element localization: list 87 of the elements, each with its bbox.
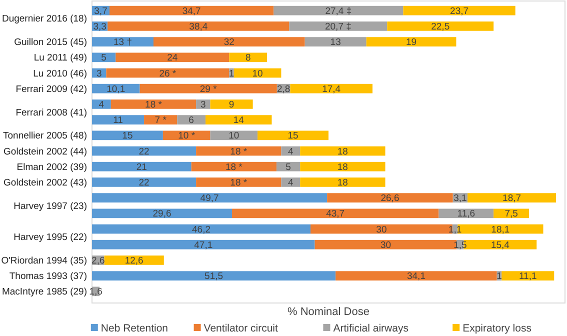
data-label: 5: [101, 52, 106, 64]
data-label: 15: [288, 130, 298, 142]
data-label: 18 *: [225, 162, 243, 173]
data-label: 3: [200, 100, 206, 111]
data-label: 5: [286, 162, 291, 173]
data-label: 47,1: [194, 240, 213, 251]
x-axis-title: % Nominal Dose: [288, 306, 370, 318]
data-label: 2,6: [92, 256, 105, 267]
y-tick-label: Goldstein 2002 (43): [4, 178, 87, 189]
data-label: 3,1: [454, 193, 467, 204]
data-label: 4: [288, 146, 294, 158]
y-tick-label: Dugernier 2016 (18): [2, 14, 87, 25]
data-label: 18: [337, 162, 348, 173]
data-label: 26,6: [380, 193, 400, 204]
data-label: 3: [96, 68, 102, 80]
data-label: 15,4: [490, 240, 510, 251]
data-label: 26 *: [159, 68, 176, 80]
data-label: 6: [188, 115, 194, 126]
y-tick-label: Harvey 1997 (23): [14, 200, 87, 212]
data-label: 21: [136, 162, 147, 173]
y-tick-label: Harvey 1995 (22): [14, 232, 87, 244]
data-label: 18,1: [491, 224, 510, 236]
data-label: 51,5: [204, 271, 224, 282]
data-label: 27,4 ‡: [325, 6, 352, 17]
data-label: 7 *: [154, 115, 167, 126]
y-tick-label: O'Riordan 1994 (35): [1, 256, 87, 267]
data-label: 3,3: [93, 22, 106, 33]
data-label: 38,4: [189, 22, 208, 33]
data-label: 13: [330, 37, 341, 48]
data-label: 18: [337, 146, 348, 158]
legend-label: Ventilator circuit: [204, 322, 278, 335]
data-label: 20,7 ‡: [324, 22, 352, 33]
data-label: 18,7: [502, 193, 522, 204]
data-label: 18 *: [145, 100, 162, 111]
data-label: 4: [288, 178, 294, 189]
y-tick-label: Tonnellier 2005 (48): [3, 130, 87, 142]
data-label: 32: [224, 37, 234, 48]
data-label: 34,1: [406, 271, 426, 282]
data-label: 2,8: [276, 84, 290, 95]
y-tick-label: Lu 2011 (49): [34, 52, 87, 64]
data-label: 49,7: [200, 193, 219, 204]
data-label: 13 †: [113, 37, 132, 48]
data-label: 14: [233, 115, 244, 126]
data-label: 7,5: [504, 208, 518, 220]
data-label: 9: [228, 100, 234, 111]
data-label: 10: [228, 130, 240, 142]
data-label: 17,4: [322, 84, 341, 95]
data-label: 11: [113, 115, 123, 126]
data-label: 18 *: [230, 178, 248, 189]
y-tick-label: Lu 2010 (46): [33, 68, 87, 80]
y-tick-label: MacIntyre 1985 (29): [2, 286, 87, 298]
data-label: 24: [167, 52, 178, 64]
data-label: 8: [245, 52, 251, 64]
y-tick-label: Ferrari 2009 (42): [16, 84, 87, 95]
y-tick-label: Elman 2002 (39): [16, 162, 87, 173]
legend-label: Expiratory loss: [462, 322, 532, 335]
data-label: 30: [376, 224, 387, 236]
data-label: 30: [380, 240, 392, 251]
data-label: 11,6: [457, 208, 476, 220]
legend-label: Neb Retention: [100, 322, 168, 335]
data-label: 22,5: [431, 22, 450, 33]
data-label: 22: [138, 178, 150, 189]
data-label: 10: [252, 68, 263, 80]
y-tick-label: Ferrari 2008 (41): [16, 107, 87, 118]
data-label: 18: [337, 178, 348, 189]
data-label: 18 *: [230, 146, 248, 158]
data-label: 46,2: [192, 224, 211, 236]
data-label: 15: [122, 130, 133, 142]
data-label: 11,1: [518, 271, 537, 282]
data-label: 10,1: [106, 84, 126, 95]
data-label: 1: [496, 271, 502, 282]
y-tick-label: Goldstein 2002 (44): [4, 146, 87, 158]
data-label: 4: [98, 100, 104, 111]
legend-label: Artificial airways: [333, 322, 408, 335]
data-label: 29,6: [152, 208, 172, 220]
data-label: 23,7: [450, 6, 469, 17]
data-label: 19: [406, 37, 417, 48]
data-label: 34,7: [182, 6, 201, 17]
data-label: 10 *: [178, 130, 196, 142]
data-label: 3,7: [94, 6, 108, 17]
y-tick-label: Thomas 1993 (37): [9, 271, 87, 282]
data-label: 12,6: [124, 256, 144, 267]
y-tick-label: Guillon 2015 (45): [14, 37, 87, 48]
data-label: 1: [228, 68, 234, 80]
data-label: 22: [138, 146, 150, 158]
data-label: 43,7: [326, 208, 345, 220]
data-label: 29 *: [200, 84, 218, 95]
